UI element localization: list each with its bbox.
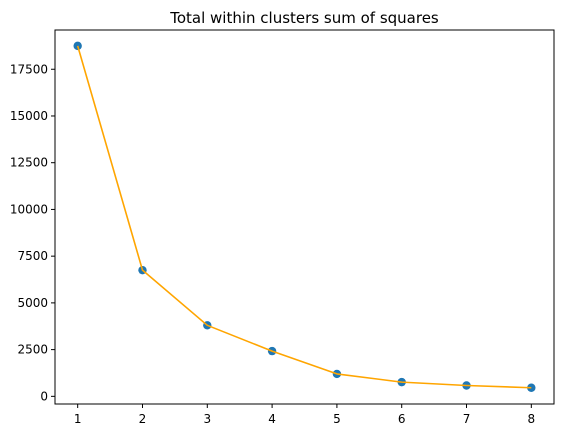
y-tick-label: 15000 bbox=[10, 109, 48, 123]
y-tick-label: 10000 bbox=[10, 202, 48, 216]
x-tick-label: 2 bbox=[139, 412, 147, 426]
x-tick-label: 5 bbox=[333, 412, 341, 426]
trend-line bbox=[76, 45, 532, 389]
x-tick-label: 1 bbox=[74, 412, 82, 426]
chart-title: Total within clusters sum of squares bbox=[169, 9, 439, 27]
plot-frame bbox=[54, 29, 555, 405]
x-tick-label: 7 bbox=[463, 412, 471, 426]
series-points bbox=[73, 41, 536, 392]
y-tick-label: 12500 bbox=[10, 156, 48, 170]
x-tick-label: 8 bbox=[527, 412, 535, 426]
x-axis: 1 2 3 4 5 6 7 8 bbox=[74, 404, 535, 426]
y-axis: 0 2500 5000 7500 10000 12500 15000 17500 bbox=[10, 62, 55, 403]
series-line bbox=[76, 45, 532, 389]
y-tick-label: 7500 bbox=[17, 249, 48, 263]
x-tick-label: 6 bbox=[398, 412, 406, 426]
x-tick-label: 4 bbox=[268, 412, 276, 426]
y-tick-label: 5000 bbox=[17, 296, 48, 310]
data-point bbox=[73, 41, 82, 51]
y-tick-label: 0 bbox=[40, 389, 48, 403]
y-tick-label: 17500 bbox=[10, 62, 48, 76]
y-tick-label: 2500 bbox=[17, 343, 48, 357]
x-tick-label: 3 bbox=[203, 412, 211, 426]
